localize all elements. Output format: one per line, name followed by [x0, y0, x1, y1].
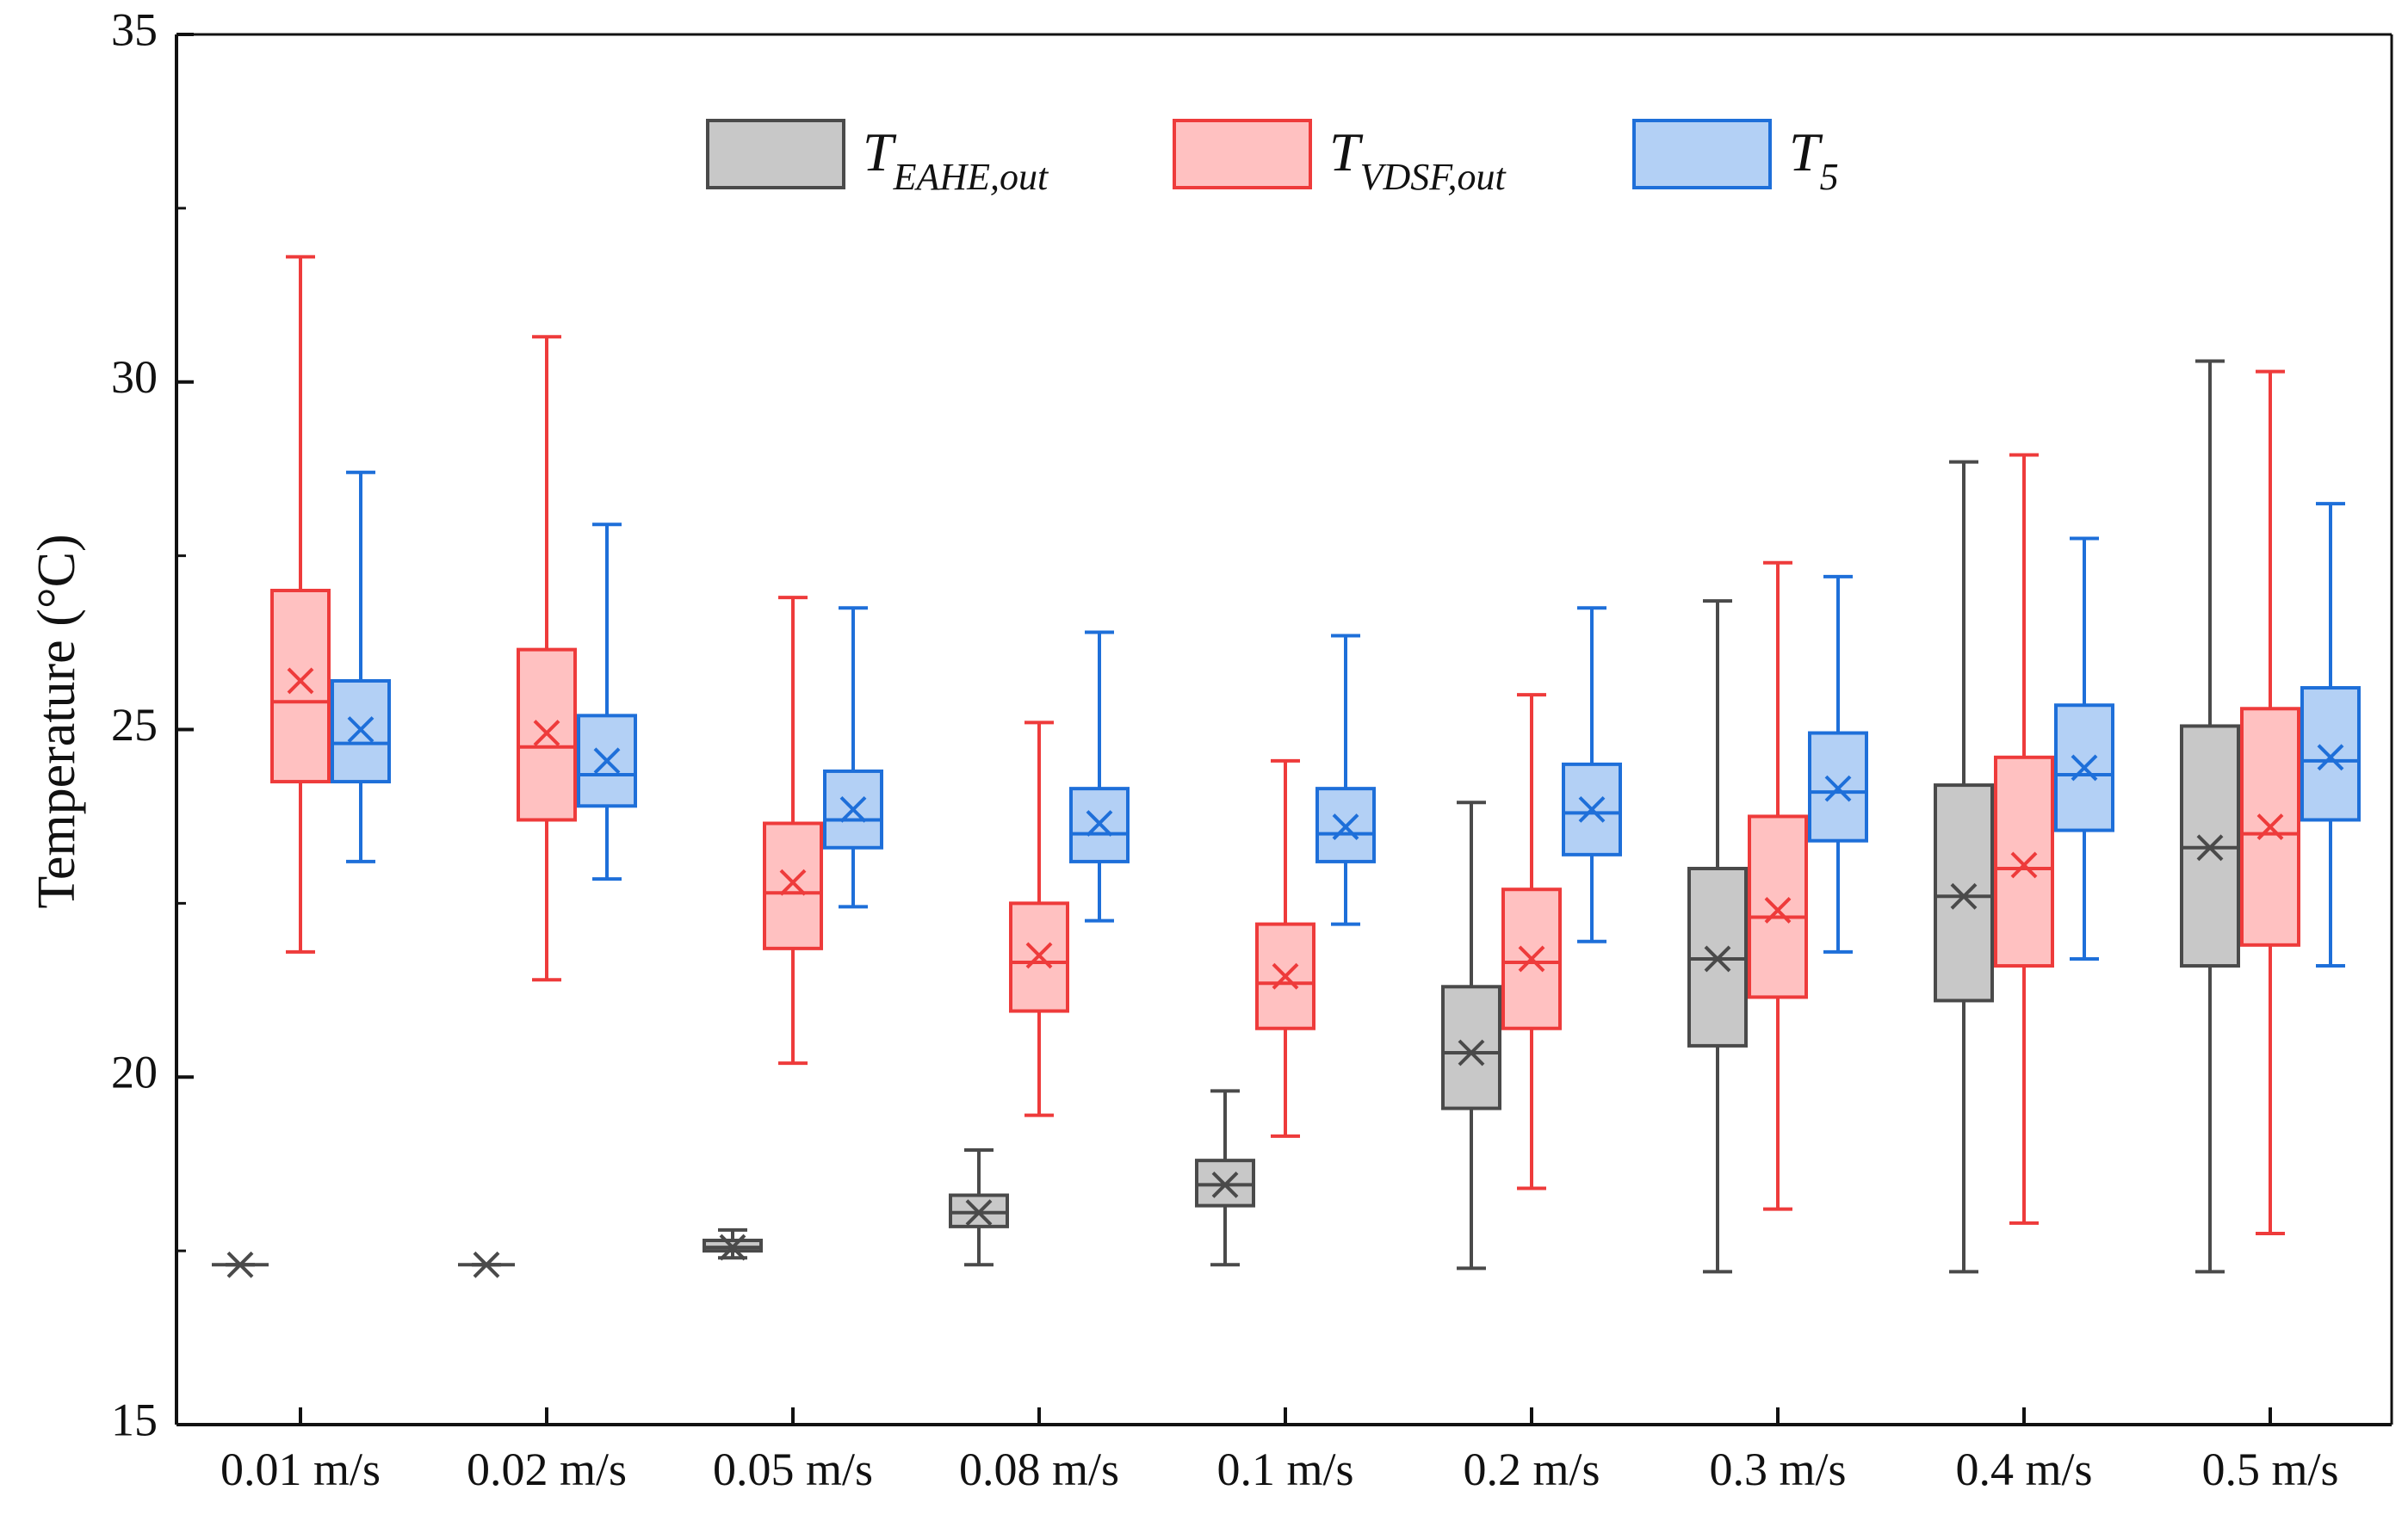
box-vdsf-out-5	[1501, 693, 1562, 1190]
mean-marker	[1086, 810, 1113, 837]
mean-marker	[1332, 813, 1359, 840]
legend-label: T5	[1789, 121, 1839, 198]
legend-item-eahe-out: TEAHE,out	[706, 119, 1049, 198]
box-5-7	[2054, 536, 2114, 961]
legend-item-5: T5	[1632, 119, 1839, 198]
boxes-layer	[212, 255, 2361, 1278]
iqr-box	[331, 678, 391, 784]
legend-swatch	[706, 119, 845, 189]
box-eahe-out-0	[212, 1251, 269, 1278]
mean-marker	[347, 716, 375, 743]
iqr-box	[1934, 783, 1994, 1003]
box-5-6	[1808, 574, 1868, 954]
y-tick-label: 20	[111, 1047, 158, 1098]
x-tick-label: 0.05 m/s	[713, 1444, 873, 1495]
mean-marker	[719, 1234, 746, 1261]
legend-swatch	[1173, 119, 1312, 189]
axes-layer: 15 20 25 30 35 0.01 m/s 0.02 m/s 0.05 m/s 0.08 m…	[111, 3, 2393, 1495]
box-vdsf-out-2	[763, 596, 823, 1066]
box-5-5	[1562, 606, 1622, 943]
mean-marker	[2196, 834, 2224, 862]
mean-marker	[2010, 851, 2038, 879]
box-vdsf-out-4	[1255, 758, 1315, 1138]
box-5-1	[577, 523, 637, 881]
legend-label: TVDSF,out	[1329, 121, 1507, 198]
mean-marker	[1824, 775, 1852, 802]
iqr-box	[1441, 985, 1501, 1110]
mean-marker	[533, 720, 560, 746]
iqr-box	[2300, 686, 2361, 822]
box-eahe-out-2	[703, 1227, 763, 1261]
x-tick-label: 0.08 m/s	[959, 1444, 1119, 1495]
box-eahe-out-1	[458, 1251, 515, 1278]
y-tick-label: 15	[111, 1394, 158, 1445]
mean-marker	[1764, 897, 1792, 924]
box-5-2	[823, 606, 883, 909]
x-tick-label: 0.1 m/s	[1216, 1444, 1353, 1495]
box-vdsf-out-1	[517, 335, 577, 982]
box-vdsf-out-0	[270, 255, 331, 954]
mean-marker	[2071, 754, 2098, 782]
y-tick-label: 25	[111, 699, 158, 751]
y-tick-label: 35	[111, 3, 158, 55]
mean-marker	[839, 795, 867, 823]
iqr-box	[1748, 814, 1808, 999]
legend-swatch	[1632, 119, 1772, 189]
legend: TEAHE,out TVDSF,out T5	[706, 119, 1839, 198]
legend-label: TEAHE,out	[863, 121, 1049, 198]
mean-marker	[1025, 942, 1053, 969]
box-5-3	[1069, 630, 1130, 923]
mean-marker	[965, 1199, 993, 1227]
mean-marker	[1578, 795, 1606, 823]
box-5-4	[1315, 634, 1376, 926]
mean-marker	[1950, 882, 1978, 910]
box-eahe-out-3	[949, 1148, 1009, 1267]
y-axis-title: Temperature (°C)	[28, 534, 86, 908]
x-tick-label: 0.01 m/s	[220, 1444, 381, 1495]
x-tick-label: 0.2 m/s	[1463, 1444, 1600, 1495]
box-vdsf-out-3	[1009, 720, 1069, 1117]
box-5-0	[331, 470, 391, 863]
x-tick-label: 0.02 m/s	[467, 1444, 627, 1495]
box-vdsf-out-6	[1748, 560, 1808, 1211]
legend-item-vdsf-out: TVDSF,out	[1173, 119, 1507, 198]
x-tick-label: 0.3 m/s	[1709, 1444, 1846, 1495]
mean-marker	[1211, 1171, 1239, 1198]
mean-marker	[226, 1251, 254, 1278]
x-tick-label: 0.4 m/s	[1955, 1444, 2092, 1495]
mean-marker	[1458, 1039, 1485, 1067]
y-tick-label: 30	[111, 351, 158, 403]
iqr-box	[270, 589, 331, 784]
box-5-8	[2300, 502, 2361, 968]
mean-marker	[779, 869, 807, 896]
mean-marker	[473, 1251, 500, 1278]
mean-marker	[2317, 744, 2344, 771]
box-eahe-out-8	[2180, 359, 2240, 1274]
mean-marker	[1272, 962, 1299, 990]
iqr-box	[1994, 755, 2054, 968]
box-eahe-out-7	[1934, 460, 1994, 1274]
box-eahe-out-6	[1687, 599, 1748, 1274]
box-eahe-out-4	[1195, 1089, 1255, 1267]
box-vdsf-out-8	[2240, 369, 2300, 1235]
mean-marker	[1704, 945, 1731, 973]
box-vdsf-out-7	[1994, 453, 2054, 1225]
mean-marker	[593, 747, 621, 775]
iqr-box	[763, 821, 823, 950]
iqr-box	[1069, 787, 1130, 863]
iqr-box	[1315, 787, 1376, 863]
mean-marker	[1518, 945, 1545, 973]
box-eahe-out-5	[1441, 801, 1501, 1271]
x-tick-label: 0.5 m/s	[2201, 1444, 2338, 1495]
mean-marker	[2256, 813, 2284, 840]
mean-marker	[287, 667, 314, 695]
